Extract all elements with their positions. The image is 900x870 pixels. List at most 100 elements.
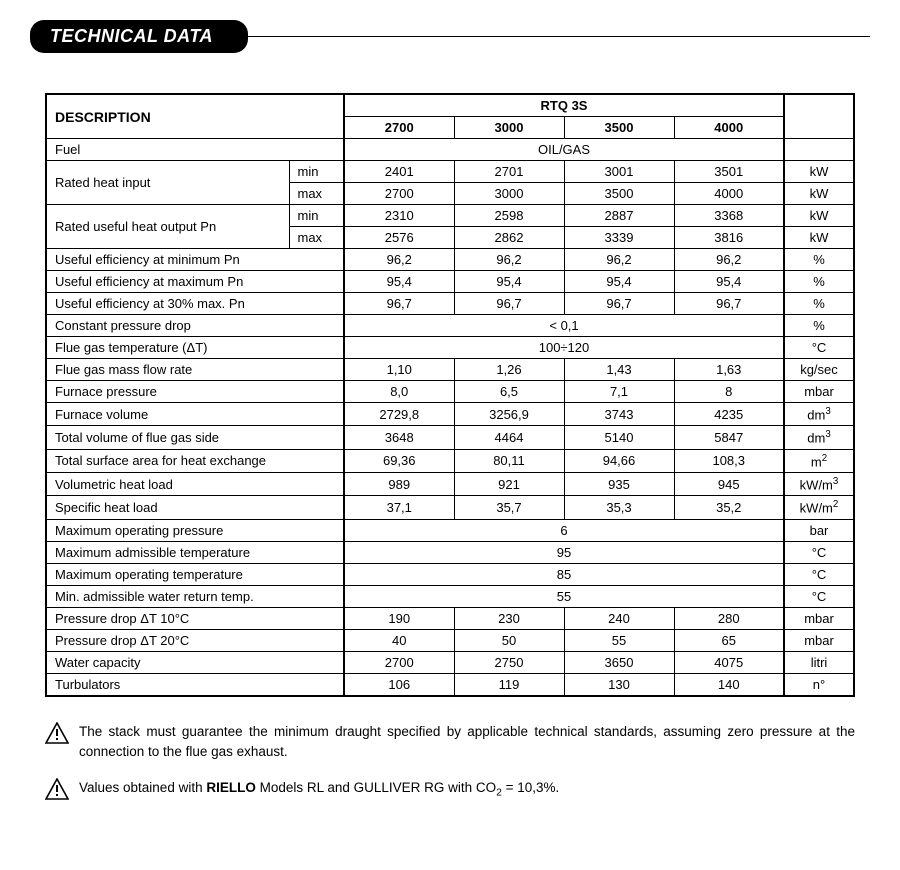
row-label: Total volume of flue gas side	[46, 426, 344, 449]
note-row: Values obtained with RIELLO Models RL an…	[45, 778, 855, 801]
row-value: 69,36	[344, 449, 454, 472]
row-value: 3650	[564, 651, 674, 673]
row-value: 96,7	[564, 293, 674, 315]
row-value: 989	[344, 472, 454, 495]
row-unit: dm3	[784, 403, 854, 426]
row-value: 96,2	[454, 249, 564, 271]
row-value: 5847	[674, 426, 784, 449]
note-text: The stack must guarantee the minimum dra…	[79, 722, 855, 763]
row-value: 3816	[674, 227, 784, 249]
row-value: 2310	[344, 205, 454, 227]
row-value: 96,7	[674, 293, 784, 315]
row-value: 37,1	[344, 496, 454, 519]
section-title: TECHNICAL DATA	[30, 20, 248, 53]
col-model: 3000	[454, 117, 564, 139]
row-span-value: 100÷120	[344, 337, 784, 359]
row-value: 108,3	[674, 449, 784, 472]
row-value: 106	[344, 673, 454, 696]
row-label: Turbulators	[46, 673, 344, 696]
warning-icon	[45, 778, 71, 800]
row-unit: %	[784, 271, 854, 293]
row-sublabel: max	[289, 183, 344, 205]
row-value: 2862	[454, 227, 564, 249]
row-value: 95,4	[674, 271, 784, 293]
row-value: 3256,9	[454, 403, 564, 426]
row-unit: %	[784, 315, 854, 337]
row-value: 3000	[454, 183, 564, 205]
row-label: Total surface area for heat exchange	[46, 449, 344, 472]
row-span-value: < 0,1	[344, 315, 784, 337]
row-value: 2598	[454, 205, 564, 227]
row-label: Useful efficiency at maximum Pn	[46, 271, 344, 293]
row-label: Rated heat input	[46, 161, 289, 205]
row-value: 3001	[564, 161, 674, 183]
row-unit: %	[784, 249, 854, 271]
row-value: 94,66	[564, 449, 674, 472]
section-title-bar: TECHNICAL DATA	[30, 20, 870, 53]
row-unit: °C	[784, 585, 854, 607]
row-unit: bar	[784, 519, 854, 541]
row-span-value: 95	[344, 541, 784, 563]
row-unit: mbar	[784, 629, 854, 651]
row-value: 190	[344, 607, 454, 629]
row-value: 2887	[564, 205, 674, 227]
row-unit: °C	[784, 337, 854, 359]
row-label: Constant pressure drop	[46, 315, 344, 337]
row-value: 95,4	[564, 271, 674, 293]
row-value: 2700	[344, 183, 454, 205]
row-value: 2700	[344, 651, 454, 673]
row-value: 240	[564, 607, 674, 629]
row-value: 96,2	[674, 249, 784, 271]
row-label: Volumetric heat load	[46, 472, 344, 495]
row-value: 3500	[564, 183, 674, 205]
row-unit: dm3	[784, 426, 854, 449]
col-model: 4000	[674, 117, 784, 139]
row-value: 50	[454, 629, 564, 651]
row-label: Useful efficiency at 30% max. Pn	[46, 293, 344, 315]
row-value: 95,4	[454, 271, 564, 293]
row-label: Water capacity	[46, 651, 344, 673]
row-value: 921	[454, 472, 564, 495]
row-unit: kW	[784, 161, 854, 183]
row-value: 2750	[454, 651, 564, 673]
row-sublabel: min	[289, 205, 344, 227]
row-unit: kW/m2	[784, 496, 854, 519]
row-value: 4235	[674, 403, 784, 426]
row-unit: kg/sec	[784, 359, 854, 381]
row-value: 1,43	[564, 359, 674, 381]
row-value: 130	[564, 673, 674, 696]
row-unit: °C	[784, 563, 854, 585]
row-label: Flue gas mass flow rate	[46, 359, 344, 381]
row-value: 3743	[564, 403, 674, 426]
row-unit: kW	[784, 227, 854, 249]
row-value: 3339	[564, 227, 674, 249]
row-span-value: OIL/GAS	[344, 139, 784, 161]
row-value: 96,2	[344, 249, 454, 271]
row-value: 95,4	[344, 271, 454, 293]
row-span-value: 6	[344, 519, 784, 541]
row-value: 96,2	[564, 249, 674, 271]
note-text: Values obtained with RIELLO Models RL an…	[79, 778, 855, 801]
row-value: 3648	[344, 426, 454, 449]
row-value: 2701	[454, 161, 564, 183]
row-unit: n°	[784, 673, 854, 696]
row-value: 140	[674, 673, 784, 696]
row-value: 2729,8	[344, 403, 454, 426]
row-value: 4075	[674, 651, 784, 673]
row-value: 35,7	[454, 496, 564, 519]
col-unit	[784, 94, 854, 139]
row-label: Specific heat load	[46, 496, 344, 519]
row-sublabel: min	[289, 161, 344, 183]
col-model: 2700	[344, 117, 454, 139]
row-sublabel: max	[289, 227, 344, 249]
row-label: Pressure drop ΔT 20°C	[46, 629, 344, 651]
row-span-value: 55	[344, 585, 784, 607]
row-unit: m2	[784, 449, 854, 472]
row-value: 35,3	[564, 496, 674, 519]
row-value: 4000	[674, 183, 784, 205]
row-value: 3368	[674, 205, 784, 227]
row-unit: kW/m3	[784, 472, 854, 495]
row-unit	[784, 139, 854, 161]
row-value: 2576	[344, 227, 454, 249]
row-label: Furnace volume	[46, 403, 344, 426]
